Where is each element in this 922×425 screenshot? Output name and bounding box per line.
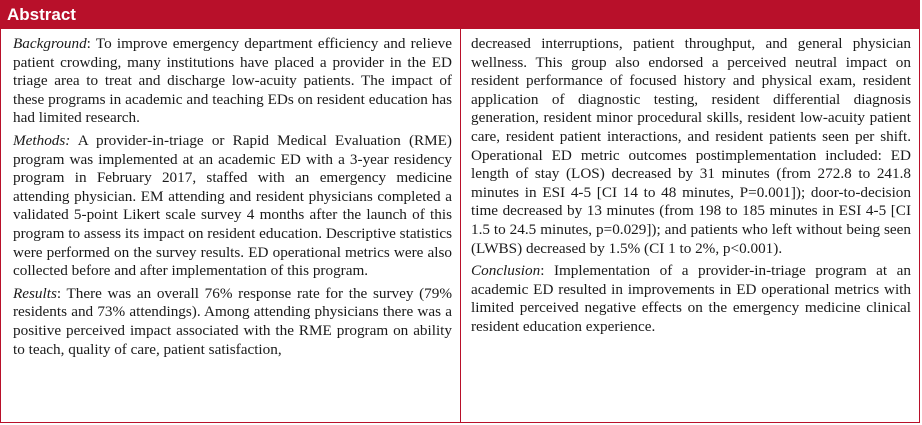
methods-label: Methods: — [13, 131, 71, 149]
results-paragraph: Results: There was an overall 76% respon… — [13, 285, 452, 359]
left-column: Background: To improve emergency departm… — [1, 29, 461, 422]
abstract-header: Abstract — [1, 1, 919, 29]
background-text: : To improve emergency department effici… — [13, 35, 452, 127]
background-paragraph: Background: To improve emergency departm… — [13, 35, 452, 128]
results-label: Results — [13, 284, 57, 302]
right-column: decreased interruptions, patient through… — [461, 29, 919, 422]
conclusion-text: : Implementation of a provider-in-triage… — [471, 262, 911, 335]
results-continued-text: decreased interruptions, patient through… — [471, 35, 911, 257]
results-text: : There was an overall 76% response rate… — [13, 284, 452, 358]
methods-text: A provider-in-triage or Rapid Medical Ev… — [13, 131, 452, 280]
conclusion-paragraph: Conclusion: Implementation of a provider… — [471, 262, 911, 336]
methods-paragraph: Methods: A provider-in-triage or Rapid M… — [13, 132, 452, 281]
background-label: Background — [13, 35, 87, 52]
abstract-columns: Background: To improve emergency departm… — [1, 29, 919, 422]
conclusion-label: Conclusion — [471, 262, 541, 280]
results-continued-paragraph: decreased interruptions, patient through… — [471, 35, 911, 258]
